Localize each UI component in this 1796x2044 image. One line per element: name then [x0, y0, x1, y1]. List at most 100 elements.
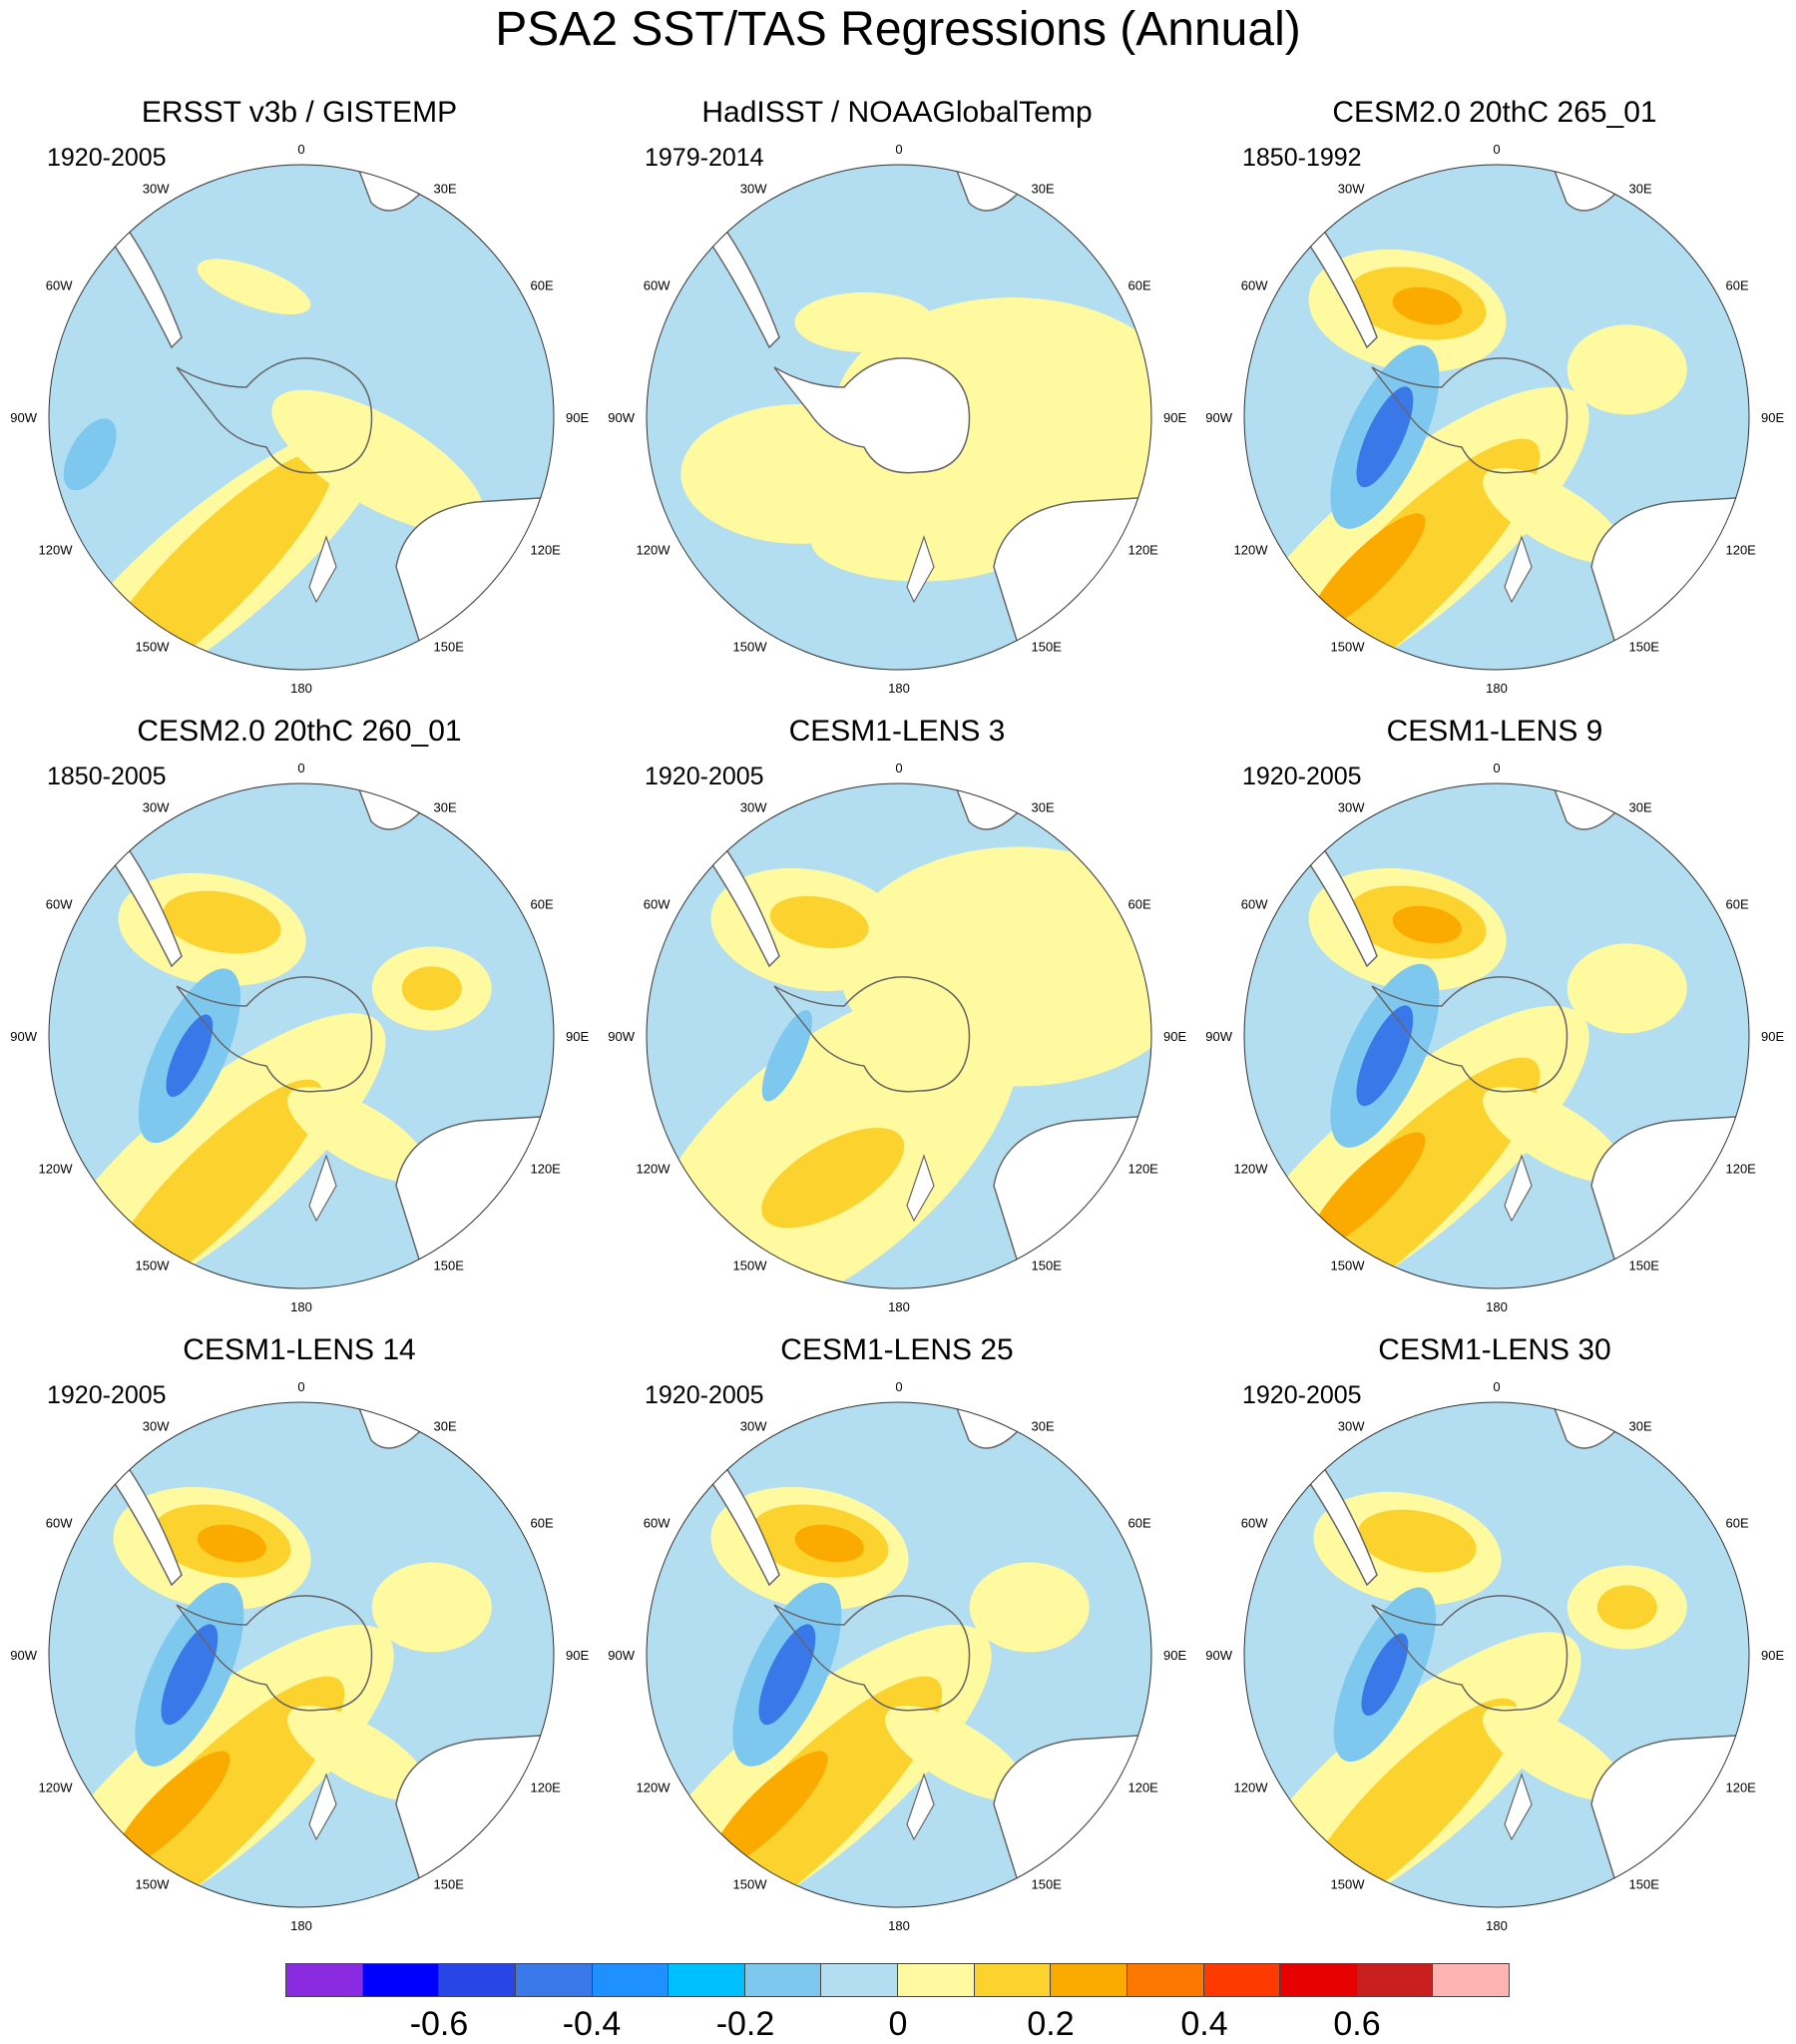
polar-map: 0 30E 60E 90E 120E 150E 180 150W 120W 90W 60W 30W	[10, 761, 589, 1314]
map-panel-4: CESM2.0 20thC 260_01 1850-2005 0 30E 60E 90…	[0, 714, 599, 1332]
longitude-label: 90E	[1761, 1029, 1784, 1044]
australia-landmass	[395, 496, 554, 648]
panel-title: CESM1-LENS 25	[780, 1333, 1014, 1366]
cold-anomaly-core	[1356, 1005, 1414, 1107]
panel-period: 1850-1992	[1242, 144, 1362, 172]
longitude-label: 180	[1486, 681, 1508, 696]
australia-landmass	[1590, 1115, 1749, 1267]
warm-anomaly-region	[969, 1562, 1090, 1653]
cold-anomaly-region	[63, 418, 117, 491]
longitude-label: 150W	[136, 1876, 171, 1891]
longitude-label: 60E	[1127, 278, 1150, 293]
longitude-label: 120W	[39, 1162, 74, 1177]
longitude-label: 120W	[1234, 1781, 1269, 1795]
panel-period: 1920-2005	[645, 1381, 764, 1409]
map-panel-1: ERSST v3b / GISTEMP 1920-2005 0 30E 60E 90E…	[0, 95, 599, 714]
longitude-label: 120W	[637, 1781, 672, 1795]
longitude-label: 90W	[10, 1029, 37, 1044]
warm-anomaly-core	[197, 1524, 266, 1563]
regression-field	[1244, 783, 1749, 1288]
map-boundary	[48, 782, 555, 1289]
polar-map: 0 30E 60E 90E 120E 150E 180 150W 120W 90W 60W 30W	[1205, 1379, 1784, 1933]
australia-landmass	[993, 496, 1151, 648]
longitude-label: 90E	[1163, 1648, 1186, 1663]
longitude-label: 150W	[1331, 1876, 1366, 1891]
antarctica-coastline	[176, 357, 373, 474]
longitude-label: 60W	[46, 278, 73, 293]
warm-anomaly-region	[287, 1086, 429, 1183]
colorbar-swatch	[1051, 1964, 1127, 1996]
longitude-label: 60E	[530, 278, 553, 293]
colorbar-tick: -0.2	[715, 2005, 775, 2043]
longitude-label: 150E	[1629, 1876, 1660, 1891]
regression-field	[1244, 1402, 1749, 1907]
warm-anomaly-region	[832, 297, 1151, 537]
regression-field	[49, 165, 554, 670]
longitude-label: 30W	[1338, 1419, 1365, 1434]
map-panel-3: CESM2.0 20thC 265_01 1850-1992 0 30E 60E 90…	[1195, 95, 1794, 714]
colorbar-swatch	[1203, 1964, 1281, 1996]
antarctica-coastline	[773, 976, 971, 1093]
map-panel-9: CESM1-LENS 30 1920-2005 0 30E 60E 90E 120E 15…	[1195, 1332, 1794, 1951]
longitude-label: 180	[290, 1918, 312, 1933]
longitude-label: 150E	[1629, 639, 1660, 654]
map-panel-2: HadISST / NOAAGlobalTemp 1979-2014 0 30E 6…	[598, 95, 1196, 714]
longitude-label: 120E	[1127, 543, 1158, 558]
longitude-label: 60E	[1725, 1516, 1748, 1531]
map-boundary	[48, 1401, 555, 1908]
longitude-label: 90E	[566, 1648, 589, 1663]
polar-map: 0 30E 60E 90E 120E 150E 180 150W 120W 90W 60W 30W	[10, 1379, 589, 1933]
longitude-label: 180	[888, 681, 910, 696]
colorbar-swatch	[744, 1964, 822, 1996]
longitude-label: 60W	[644, 278, 671, 293]
longitude-label: 180	[290, 1299, 312, 1314]
longitude-label: 90W	[1205, 1029, 1232, 1044]
panel-period: 1920-2005	[47, 1381, 167, 1409]
longitude-label: 180	[290, 681, 312, 696]
colorbar-tick: 0.6	[1333, 2005, 1381, 2043]
new-zealand-landmass	[906, 1773, 935, 1841]
longitude-label: 120E	[1127, 1781, 1158, 1795]
longitude-label: 60W	[644, 1516, 671, 1531]
colorbar-swatch	[592, 1964, 670, 1996]
longitude-label: 60E	[1127, 897, 1150, 912]
map-boundary	[48, 164, 555, 671]
cold-anomaly-core	[1356, 386, 1414, 488]
polar-map: 0 30E 60E 90E 120E 150E 180 150W 120W 90W 60W 30W	[1205, 142, 1784, 696]
longitude-label: 0	[297, 1379, 304, 1394]
longitude-label: 120W	[1234, 543, 1269, 558]
longitude-label: 60W	[46, 1516, 73, 1531]
longitude-label: 60W	[1241, 897, 1268, 912]
longitude-label: 120E	[1725, 1162, 1756, 1177]
longitude-label: 90W	[1205, 1648, 1232, 1663]
longitude-label: 120W	[637, 543, 672, 558]
warm-anomaly-core	[1392, 286, 1462, 325]
colorbar-swatch	[1356, 1964, 1434, 1996]
longitude-label: 90E	[566, 1029, 589, 1044]
longitude-label: 30E	[1629, 182, 1652, 197]
regression-field	[49, 1402, 554, 1907]
warm-anomaly-region	[769, 895, 869, 949]
longitude-label: 120W	[1234, 1162, 1269, 1177]
longitude-label: 30W	[1338, 800, 1365, 815]
panel-title: CESM1-LENS 30	[1378, 1333, 1611, 1366]
regression-field	[647, 165, 1151, 670]
longitude-label: 60E	[1127, 1516, 1150, 1531]
regression-field	[1244, 165, 1749, 670]
panel-title: CESM1-LENS 14	[183, 1333, 416, 1366]
longitude-label: 0	[1493, 761, 1500, 775]
longitude-label: 60E	[1725, 897, 1748, 912]
warm-anomaly-region	[794, 291, 935, 352]
regression-field	[49, 783, 554, 1288]
longitude-label: 60W	[46, 897, 73, 912]
warm-anomaly-region	[810, 501, 1031, 582]
antarctica-coastline	[1371, 976, 1569, 1093]
longitude-label: 150E	[1629, 1258, 1660, 1273]
colorbar-swatch	[1433, 1964, 1509, 1996]
longitude-label: 180	[1486, 1918, 1508, 1933]
warm-anomaly-region	[1483, 1705, 1624, 1801]
polar-map: 0 30E 60E 90E 120E 150E 180 150W 120W 90W 60W 30W	[608, 142, 1186, 696]
longitude-label: 60E	[1725, 278, 1748, 293]
longitude-label: 60E	[530, 1516, 553, 1531]
longitude-label: 120W	[39, 543, 74, 558]
